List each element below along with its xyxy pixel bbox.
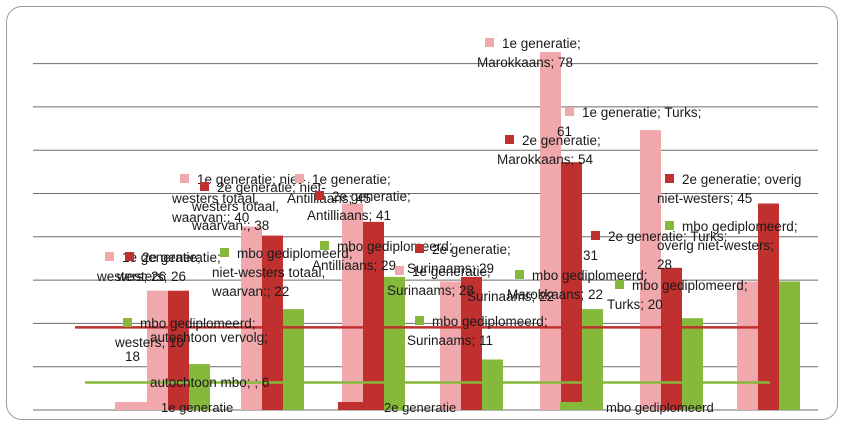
data-label-line: autochtoon vervolg; — [150, 330, 268, 345]
label-marker — [220, 248, 229, 257]
data-label-line: 18 — [125, 349, 140, 364]
data-label-line: 2e generatie; — [522, 133, 601, 148]
data-label: 2e generatie; overig niet-westers; 45 — [657, 172, 801, 206]
legend-swatch — [115, 402, 157, 410]
data-label-line: 28 — [657, 257, 672, 272]
label-marker — [591, 231, 600, 240]
bar — [779, 282, 800, 411]
label-marker — [123, 318, 132, 327]
bar — [540, 52, 561, 410]
label-marker — [485, 38, 494, 47]
label-marker — [105, 252, 114, 261]
label-marker — [180, 174, 189, 183]
label-marker — [395, 266, 404, 275]
label-marker — [320, 241, 329, 250]
legend-swatch — [560, 402, 602, 410]
data-label-line: Marokkaans; 78 — [477, 55, 573, 70]
bar — [682, 318, 703, 410]
label-marker — [415, 316, 424, 325]
bar — [482, 360, 503, 411]
legend-label: 1e generatie — [161, 400, 233, 415]
data-label-line: 2e generatie; — [432, 242, 511, 257]
data-label-line: 1e generatie; — [502, 36, 581, 51]
data-label-line: Turks; 20 — [607, 297, 663, 312]
data-label: autochtoon mbo; ; 6 — [150, 375, 269, 390]
label-marker — [315, 191, 324, 200]
data-label-line: Surinaams; 28 — [387, 283, 474, 298]
legend: 1e generatie 2e generatie mbo gediplomeerd — [115, 400, 714, 415]
data-label-line: waarvan:; 38 — [191, 218, 269, 233]
data-label-line: mbo gediplomeerd; — [432, 314, 548, 329]
legend-label: mbo gediplomeerd — [606, 400, 714, 415]
bar — [582, 309, 603, 410]
data-label-line: mbo gediplomeerd; — [632, 278, 748, 293]
bar — [758, 204, 779, 411]
data-label-line: mbo gediplomeerd; — [140, 316, 256, 331]
data-label-line: Antilliaans; 41 — [307, 208, 391, 223]
data-label-line: 2e generatie; — [332, 189, 411, 204]
label-marker — [295, 174, 304, 183]
bar — [168, 291, 189, 410]
data-label-line: autochtoon mbo; ; 6 — [150, 375, 269, 390]
bar — [342, 204, 363, 411]
data-label-line: 2e generatie; — [142, 250, 221, 265]
data-label-line: Antilliaans; 29 — [312, 258, 396, 273]
data-label-line: niet-westers; 45 — [657, 191, 752, 206]
label-marker — [565, 107, 574, 116]
bar — [737, 282, 758, 411]
data-label-line: niet-westers totaal, — [212, 265, 325, 280]
legend-label: 2e generatie — [384, 400, 456, 415]
data-label-line: 1e generatie; — [312, 172, 391, 187]
data-label-line: 2e generatie; overig — [682, 172, 801, 187]
data-label-line: mbo gediplomeerd; — [532, 268, 648, 283]
data-label-line: Surinaams; 22 — [467, 289, 554, 304]
data-label-line: Marokkaans; 54 — [497, 152, 594, 167]
data-label-line: 1e generatie; — [412, 264, 491, 279]
data-label-line: 31 — [583, 248, 598, 263]
bar — [147, 291, 168, 410]
data-label-line: waarvan:; 22 — [211, 284, 289, 299]
data-label: 2e generatie; niet-westers totaal, waarva… — [191, 180, 326, 233]
data-label-line: westers; 26 — [116, 269, 186, 284]
data-label-line: 2e generatie; Turks; — [608, 229, 727, 244]
data-label-line: 1e generatie; Turks; — [582, 105, 701, 120]
label-marker — [665, 174, 674, 183]
label-marker — [125, 252, 134, 261]
data-label: Surinaams; 22 — [467, 289, 554, 304]
label-marker — [615, 280, 624, 289]
label-marker — [415, 244, 424, 253]
data-label-line: Surinaams; 11 — [407, 333, 493, 348]
label-marker — [200, 182, 209, 191]
legend-swatch — [338, 402, 380, 410]
label-marker — [515, 270, 524, 279]
data-label-line: westers totaal, — [191, 199, 279, 214]
label-marker — [505, 135, 514, 144]
bar — [283, 309, 304, 410]
